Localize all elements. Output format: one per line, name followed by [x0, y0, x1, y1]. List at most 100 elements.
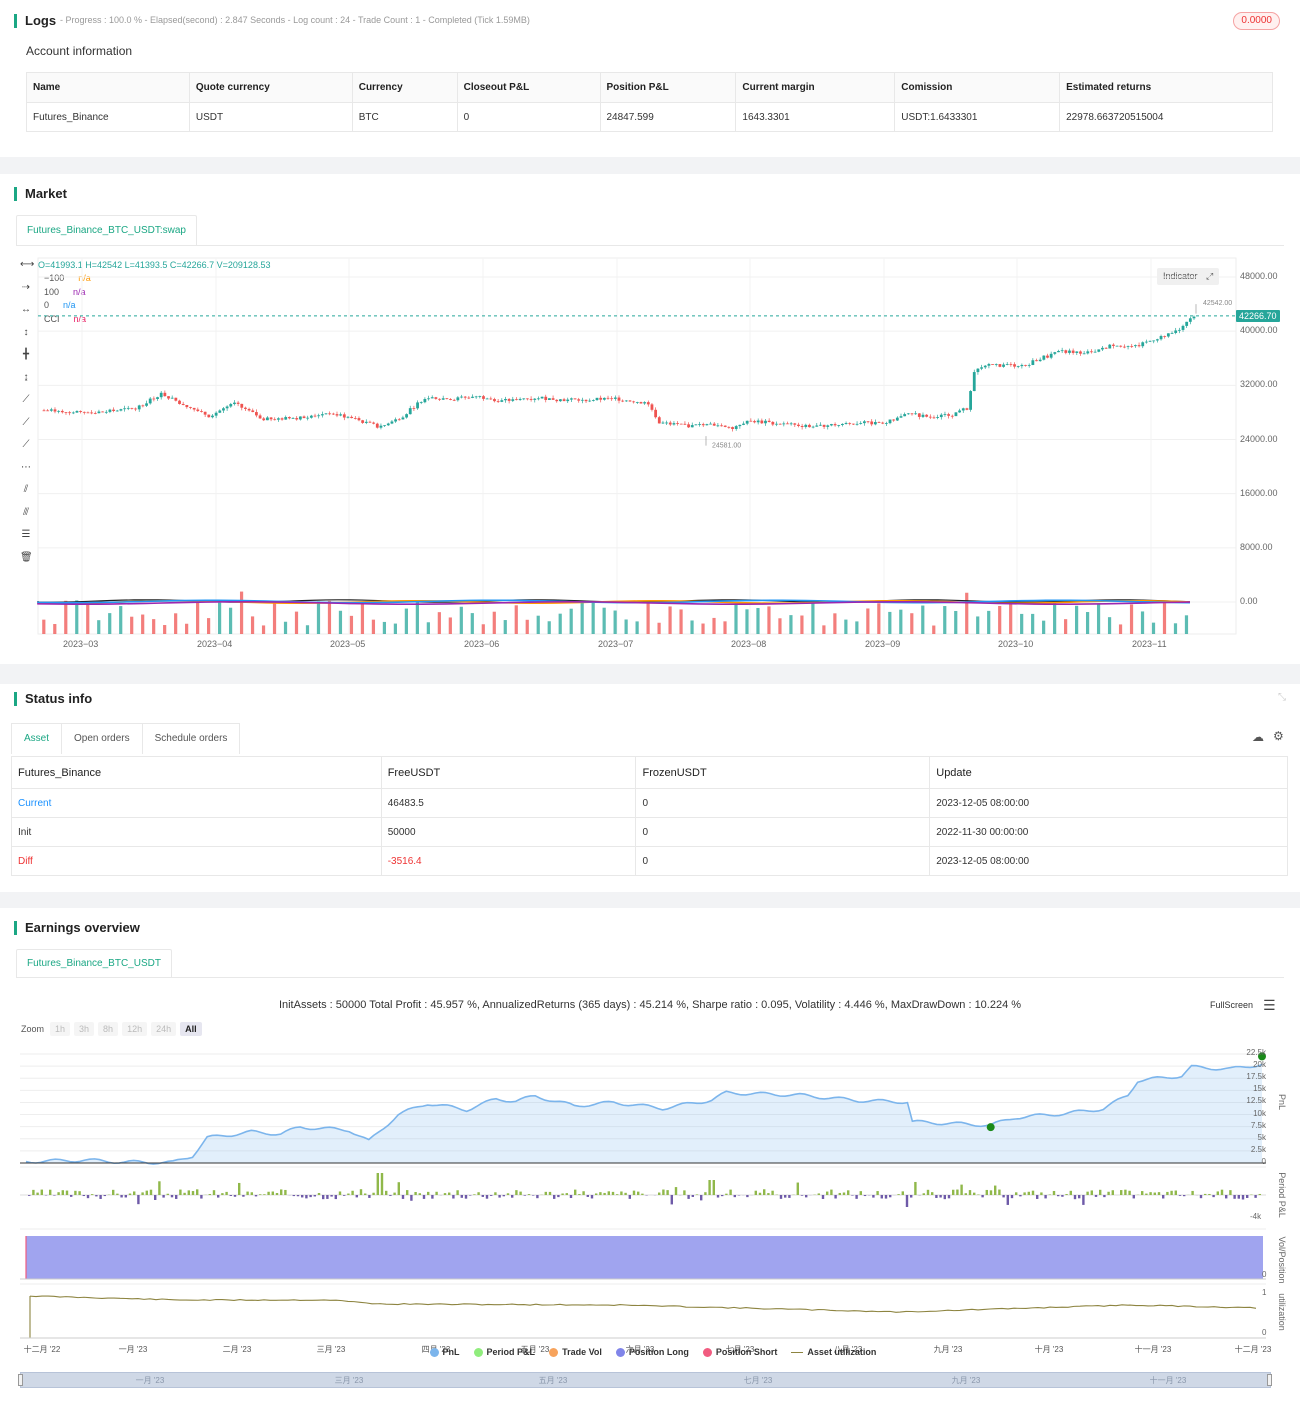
legend-item[interactable]: Position Short	[702, 1347, 777, 1357]
vertical-segment-icon[interactable]: ╋	[22, 349, 30, 360]
price-range-icon[interactable]: ⋯	[21, 461, 31, 473]
extended-line-icon[interactable]: ↔	[21, 304, 31, 315]
period-bar	[872, 1195, 875, 1198]
legend-item[interactable]: Trade Vol	[549, 1347, 602, 1357]
candle-body	[624, 400, 628, 402]
candle-body	[170, 397, 174, 399]
zoom-8h-button[interactable]: 8h	[98, 1022, 119, 1036]
legend-item[interactable]: Position Long	[615, 1347, 689, 1357]
period-bar	[674, 1187, 678, 1195]
period-bar	[658, 1192, 661, 1195]
navigator-right-handle[interactable]	[1267, 1374, 1272, 1386]
horizontal-ray-icon[interactable]: ⇢	[21, 281, 31, 293]
legend-item: CCI n/a	[44, 313, 91, 327]
logs-section: Logs - Progress : 100.0 % - Elapsed(seco…	[0, 0, 1300, 157]
time-tick: 五月 '23	[520, 1345, 550, 1354]
volume-bar	[1085, 612, 1090, 634]
period-bar	[973, 1192, 976, 1195]
tab-asset[interactable]: Asset	[11, 723, 63, 754]
candle-body	[408, 408, 412, 415]
collapse-icon[interactable]: ⤡	[1278, 692, 1286, 703]
time-tick: 三月 '23	[316, 1345, 346, 1354]
candle-body	[705, 424, 709, 426]
gear-icon[interactable]: ⚙	[1273, 729, 1284, 743]
volume-bar	[283, 621, 288, 634]
ray-line-icon[interactable]: ⟋	[22, 416, 30, 428]
period-bar	[922, 1193, 925, 1195]
candle-body	[434, 397, 438, 399]
period-bar	[494, 1192, 497, 1195]
tab-earnings-symbol[interactable]: Futures_Binance_BTC_USDT	[16, 949, 172, 978]
menu-icon[interactable]: ☰	[1263, 997, 1276, 1013]
navigator-left-handle[interactable]	[18, 1374, 23, 1386]
navigator[interactable]	[20, 1372, 1271, 1388]
volume-bar	[130, 616, 134, 634]
fullscreen-button[interactable]: FullScreen	[1210, 1000, 1253, 1010]
pitchfork-icon[interactable]: ⫻	[23, 506, 29, 518]
earnings-chart[interactable]: PnL Period P&L Vol/Position utilization	[0, 908, 1300, 1409]
period-bar	[758, 1192, 762, 1195]
trash-icon[interactable]: 🗑	[20, 551, 33, 563]
parallel-channel-icon[interactable]: ⫽	[23, 484, 29, 495]
period-bar	[590, 1195, 594, 1199]
status-title: Status info	[14, 692, 92, 706]
volume-bar	[877, 603, 881, 634]
candle-body	[811, 426, 815, 428]
trade-marker	[986, 1123, 995, 1132]
period-bar	[225, 1191, 228, 1195]
candle-body	[71, 412, 75, 414]
extended-trend-icon[interactable]: ⟋	[22, 439, 30, 450]
volume-bar	[1031, 613, 1035, 634]
volume-bar	[1042, 620, 1046, 634]
zoom-All-button[interactable]: All	[180, 1022, 202, 1036]
zoom-3h-button[interactable]: 3h	[74, 1022, 95, 1036]
legend-label: CCI	[44, 313, 60, 324]
vertical-ray-icon[interactable]: ↨	[23, 371, 29, 383]
volume-bar	[152, 619, 156, 634]
period-bar	[1229, 1190, 1232, 1195]
volume-bar	[756, 607, 760, 634]
trend-line-icon[interactable]: ⟋	[22, 394, 30, 405]
candlestick-chart[interactable]: 42542.00 24581.00	[0, 174, 1300, 664]
volume-bar	[569, 608, 573, 634]
zoom-1h-button[interactable]: 1h	[50, 1022, 71, 1036]
period-bar	[1254, 1195, 1257, 1198]
legend-item[interactable]: Asset utilization	[791, 1347, 876, 1357]
candle-body	[379, 425, 383, 428]
candle-body	[1031, 360, 1035, 365]
tab-schedule-orders[interactable]: Schedule orders	[141, 723, 241, 754]
period-bar	[65, 1190, 69, 1195]
cloud-download-icon[interactable]: ☁	[1252, 730, 1264, 744]
candle-body	[1101, 347, 1104, 350]
pnl-tick: 0	[1261, 1157, 1266, 1166]
horizontal-line-icon[interactable]: ⟷	[20, 259, 35, 270]
time-tick: 一月 '23	[118, 1345, 148, 1354]
table-row: Diff -3516.4 0 2023-12-05 08:00:00	[11, 846, 1288, 876]
vertical-line-icon[interactable]: ↕	[23, 326, 29, 338]
candle-body	[339, 414, 343, 416]
candle-body	[668, 422, 672, 425]
candle-body	[906, 413, 910, 415]
zoom-24h-button[interactable]: 24h	[151, 1022, 177, 1036]
period-bar	[1090, 1190, 1093, 1195]
candle-body	[386, 423, 390, 426]
tab-market-symbol[interactable]: Futures_Binance_BTC_USDT:swap	[16, 215, 197, 246]
candle-body	[460, 396, 463, 398]
period-bar	[166, 1193, 169, 1195]
volume-bar	[1064, 619, 1068, 634]
legend-item[interactable]: Period P&L	[473, 1347, 535, 1357]
period-bar	[855, 1195, 858, 1199]
legend-item[interactable]: PnL	[429, 1347, 460, 1357]
asset-cell: 2023-12-05 08:00:00	[929, 846, 1288, 876]
period-bar	[947, 1195, 951, 1199]
period-bar	[670, 1195, 673, 1205]
fib-retracement-icon[interactable]: ☰	[21, 529, 31, 540]
period-bar	[746, 1195, 749, 1198]
period-bar	[952, 1189, 955, 1195]
candle-body	[207, 414, 211, 418]
candle-body	[1192, 316, 1196, 319]
period-bar	[254, 1195, 258, 1197]
period-bar	[99, 1195, 102, 1199]
zoom-12h-button[interactable]: 12h	[122, 1022, 148, 1036]
tab-open-orders[interactable]: Open orders	[61, 723, 143, 754]
